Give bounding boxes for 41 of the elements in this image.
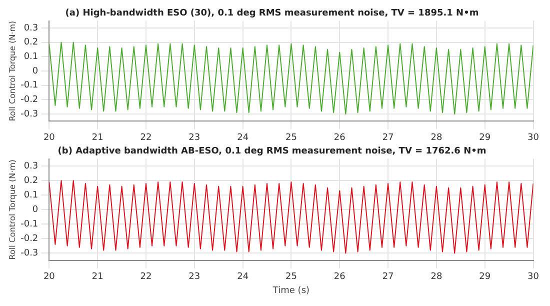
x-tick-label: 24	[237, 132, 249, 143]
y-tick-label: 0.1	[24, 52, 38, 62]
x-tick-label: 29	[479, 272, 491, 282]
y-tick-label: -0.3	[20, 248, 38, 258]
y-tick-label: 0.2	[24, 176, 38, 186]
x-tick-label: 27	[382, 132, 394, 143]
y-axis-title: Roll Control Torque (N·m)	[8, 20, 17, 122]
y-tick-label: 0	[32, 66, 38, 76]
y-tick-label: 0.3	[24, 23, 38, 34]
chart-title: (b) Adaptive bandwidth AB-ESO, 0.1 deg RMS measurement noise, TV = 1762.6 N•m	[58, 146, 486, 157]
x-tick-label: 29	[479, 132, 491, 143]
y-tick-label: -0.2	[20, 95, 38, 106]
x-tick-label: 25	[285, 272, 297, 282]
x-axis-title: Time (s)	[272, 286, 310, 296]
y-tick-label: -0.1	[20, 80, 38, 91]
x-tick-label: 30	[528, 132, 540, 143]
x-tick-label: 25	[285, 132, 297, 143]
y-tick-label: 0.3	[24, 161, 38, 172]
x-tick-label: 22	[140, 272, 152, 282]
x-tick-label: 28	[430, 132, 442, 143]
x-tick-label: 28	[430, 272, 442, 282]
y-tick-label: -0.1	[20, 219, 38, 230]
x-tick-label: 30	[528, 272, 540, 282]
x-tick-label: 20	[43, 132, 56, 143]
x-tick-label: 20	[43, 272, 56, 282]
y-tick-label: 0	[32, 204, 38, 215]
x-tick-label: 26	[334, 132, 346, 143]
chart-title: (a) High-bandwidth ESO (30), 0.1 deg RMS measurement noise, TV = 1895.1 N•m	[65, 8, 479, 19]
y-tick-label: 0.1	[24, 190, 38, 200]
x-tick-label: 24	[237, 272, 249, 282]
y-tick-label: -0.3	[20, 109, 38, 120]
x-tick-label: 27	[382, 272, 394, 282]
x-tick-label: 23	[188, 132, 200, 143]
y-tick-label: -0.2	[20, 234, 38, 244]
y-axis-title: Roll Control Torque (N·m)	[8, 159, 17, 260]
x-tick-label: 21	[92, 132, 104, 143]
x-tick-label: 26	[334, 272, 346, 282]
x-tick-label: 23	[188, 272, 200, 282]
x-tick-label: 21	[92, 272, 104, 282]
y-tick-label: 0.2	[24, 38, 38, 48]
x-tick-label: 22	[140, 132, 152, 143]
